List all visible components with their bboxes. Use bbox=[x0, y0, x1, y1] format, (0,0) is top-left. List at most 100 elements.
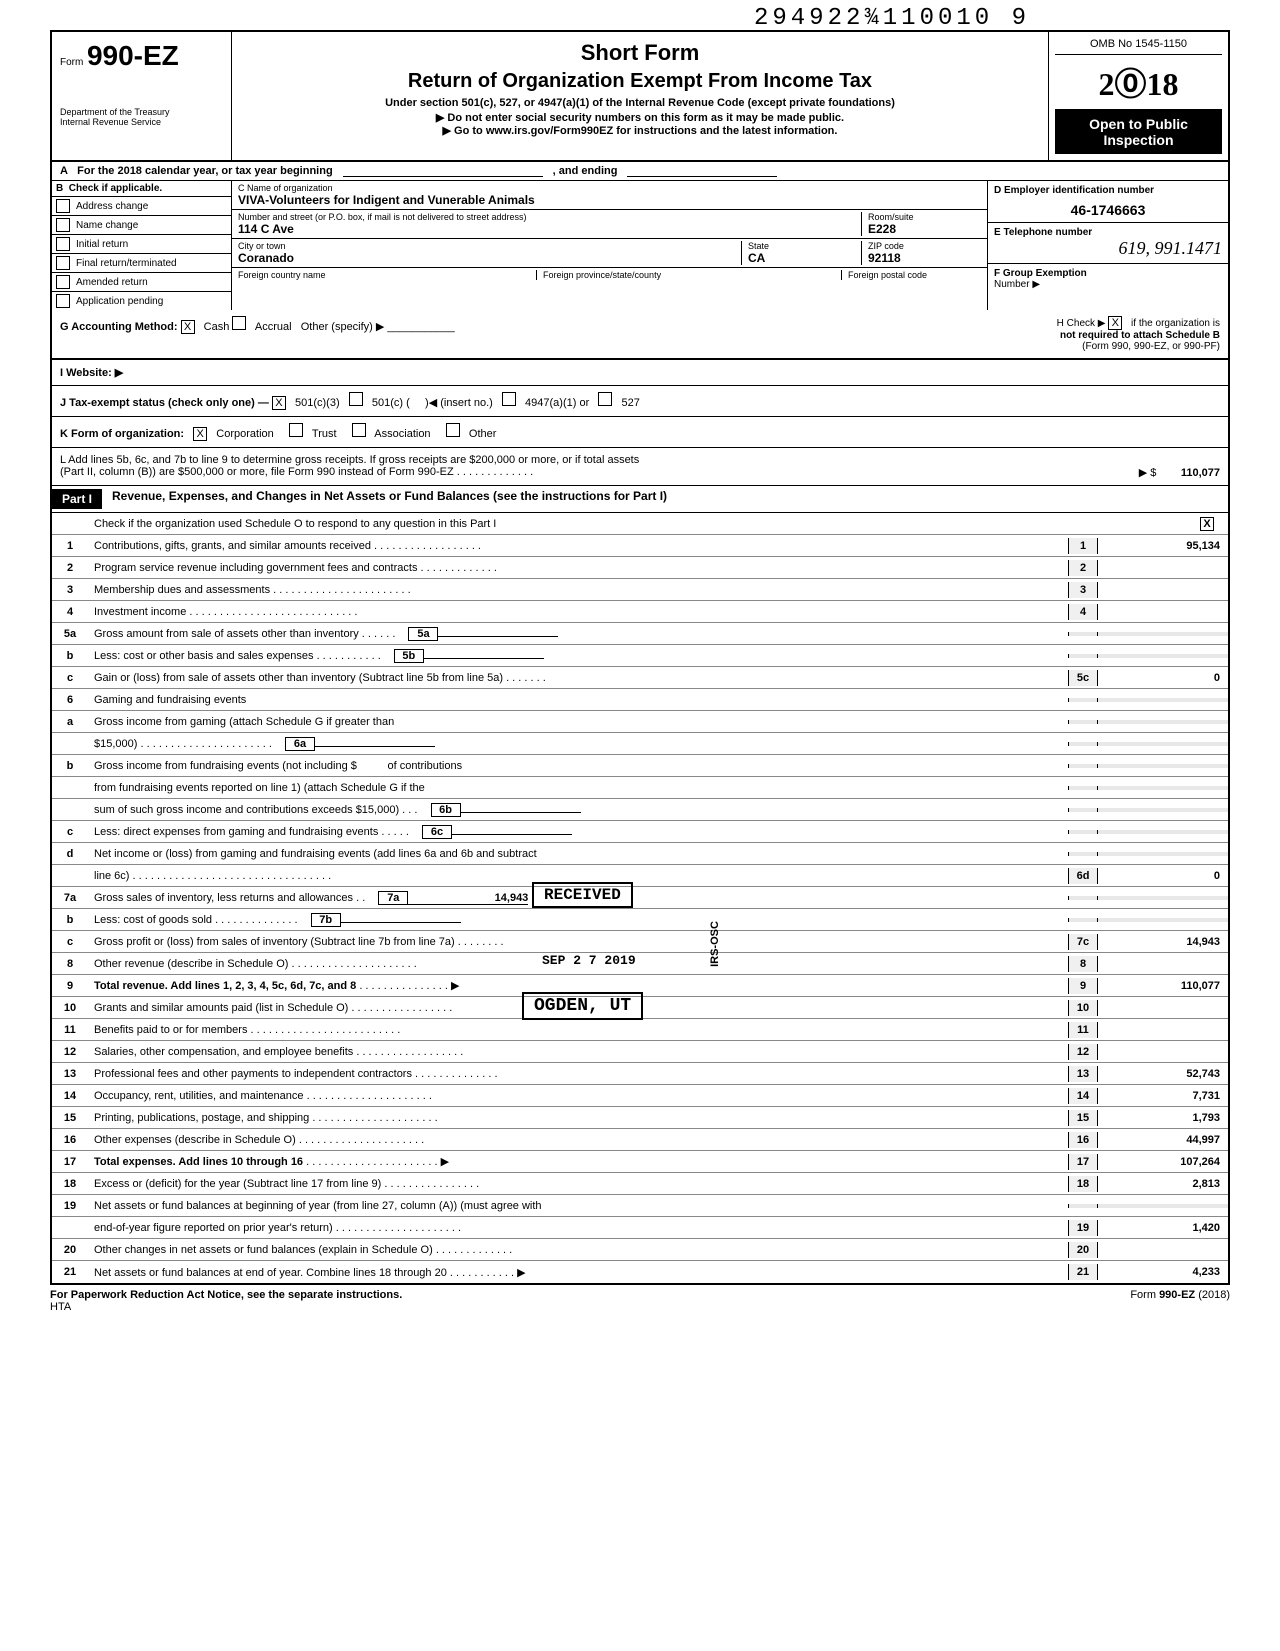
received-stamp: RECEIVED bbox=[532, 882, 633, 908]
schedule-o-checkbox[interactable]: X bbox=[1200, 517, 1214, 531]
line10-text: Grants and similar amounts paid (list in… bbox=[94, 1002, 348, 1014]
line20-text: Other changes in net assets or fund bala… bbox=[94, 1244, 433, 1256]
line13-text: Professional fees and other payments to … bbox=[94, 1068, 412, 1080]
section-j: J Tax-exempt status (check only one) — X… bbox=[52, 386, 1228, 417]
line6b-text2: of contributions bbox=[387, 760, 462, 772]
501c3-checkbox[interactable]: X bbox=[272, 396, 286, 410]
zip-value: 92118 bbox=[868, 251, 981, 265]
corp-checkbox[interactable]: X bbox=[193, 427, 207, 441]
state-value: CA bbox=[748, 251, 861, 265]
check-name[interactable]: Name change bbox=[52, 216, 231, 235]
cash-checkbox[interactable]: X bbox=[181, 320, 195, 334]
line5b-text: Less: cost or other basis and sales expe… bbox=[94, 650, 314, 662]
org-info: C Name of organization VIVA-Volunteers f… bbox=[232, 181, 988, 310]
fc-label: Foreign country name bbox=[238, 270, 536, 280]
org-name-label: C Name of organization bbox=[238, 183, 981, 193]
accrual-checkbox[interactable] bbox=[232, 316, 246, 330]
state-label: State bbox=[748, 241, 861, 251]
line7a-text: Gross sales of inventory, less returns a… bbox=[94, 892, 353, 904]
year-end-text: , and ending bbox=[553, 165, 618, 177]
501c-checkbox[interactable] bbox=[349, 392, 363, 406]
tel-label: E Telephone number bbox=[994, 227, 1222, 238]
line5c-text: Gain or (loss) from sale of assets other… bbox=[94, 672, 503, 684]
box6a: 6a bbox=[285, 737, 315, 751]
ein-label: D Employer identification number bbox=[994, 185, 1222, 196]
4947-checkbox[interactable] bbox=[502, 392, 516, 406]
tel-value: 619, 991.1471 bbox=[994, 238, 1222, 259]
fp-label: Foreign province/state/county bbox=[543, 270, 841, 280]
footer-left: For Paperwork Reduction Act Notice, see … bbox=[50, 1289, 402, 1301]
k-label: K Form of organization: bbox=[60, 428, 184, 440]
line6a-text2: $15,000) bbox=[94, 738, 137, 750]
j-opt4: 527 bbox=[621, 397, 639, 409]
chk-lbl-1: Name change bbox=[76, 220, 138, 231]
title-box: Short Form Return of Organization Exempt… bbox=[232, 32, 1048, 160]
dept-irs: Internal Revenue Service bbox=[60, 117, 223, 127]
form-number: 990-EZ bbox=[87, 40, 179, 71]
check-initial[interactable]: Initial return bbox=[52, 235, 231, 254]
line12-text: Salaries, other compensation, and employ… bbox=[94, 1046, 353, 1058]
box5b: 5b bbox=[394, 649, 424, 663]
j-label: J Tax-exempt status (check only one) — bbox=[60, 397, 269, 409]
line20-value bbox=[1098, 1248, 1228, 1252]
check-address[interactable]: Address change bbox=[52, 197, 231, 216]
line21-value: 4,233 bbox=[1098, 1264, 1228, 1280]
check-pending[interactable]: Application pending bbox=[52, 292, 231, 310]
box5a: 5a bbox=[408, 627, 438, 641]
k-trust: Trust bbox=[312, 428, 337, 440]
line6-text: Gaming and fundraising events bbox=[88, 692, 1068, 708]
right-box: OMB No 1545-1150 2⓪18 Open to Public Ins… bbox=[1048, 32, 1228, 160]
box7a: 7a bbox=[378, 891, 408, 905]
line15-value: 1,793 bbox=[1098, 1110, 1228, 1126]
city-value: Coranado bbox=[238, 251, 741, 265]
h-text2: if the organization is bbox=[1131, 318, 1220, 329]
schedule-b-checkbox[interactable]: X bbox=[1108, 316, 1122, 330]
street-value: 114 C Ave bbox=[238, 222, 861, 236]
footer-hta: HTA bbox=[50, 1301, 71, 1313]
line1-value: 95,134 bbox=[1098, 538, 1228, 554]
section-i: I Website: ▶ bbox=[52, 359, 1228, 386]
line13-value: 52,743 bbox=[1098, 1066, 1228, 1082]
line6b-text4: sum of such gross income and contributio… bbox=[94, 804, 399, 816]
k-other: Other bbox=[469, 428, 497, 440]
chk-lbl-4: Amended return bbox=[76, 277, 148, 288]
box7a-val: 14,943 bbox=[408, 892, 528, 905]
year-begin-text: For the 2018 calendar year, or tax year … bbox=[77, 165, 333, 177]
street-label: Number and street (or P.O. box, if mail … bbox=[238, 212, 861, 222]
open-public: Open to Public Inspection bbox=[1055, 110, 1222, 154]
line6b-text3: from fundraising events reported on line… bbox=[88, 780, 1068, 796]
other-lbl: Other (specify) bbox=[301, 321, 373, 333]
line16-value: 44,997 bbox=[1098, 1132, 1228, 1148]
line6a-text: Gross income from gaming (attach Schedul… bbox=[94, 716, 394, 728]
527-checkbox[interactable] bbox=[598, 392, 612, 406]
part1-title: Revenue, Expenses, and Changes in Net As… bbox=[102, 489, 667, 509]
line9-text: Total revenue. Add lines 1, 2, 3, 4, 5c,… bbox=[94, 980, 356, 992]
j-opt1: 501(c)(3) bbox=[295, 397, 340, 409]
line7c-value: 14,943 bbox=[1098, 934, 1228, 950]
j-opt3: 4947(a)(1) or bbox=[525, 397, 589, 409]
line11-value bbox=[1098, 1028, 1228, 1032]
j-opt2b: )◀ (insert no.) bbox=[425, 397, 493, 409]
trust-checkbox[interactable] bbox=[289, 423, 303, 437]
line6d-text: Net income or (loss) from gaming and fun… bbox=[88, 846, 1068, 862]
section-bcdef: B Check if applicable. Address change Na… bbox=[52, 181, 1228, 310]
check-final[interactable]: Final return/terminated bbox=[52, 254, 231, 273]
assoc-checkbox[interactable] bbox=[352, 423, 366, 437]
stamp-number: 294922¾110010 9 bbox=[754, 5, 1030, 32]
ein-column: D Employer identification number 46-1746… bbox=[988, 181, 1228, 310]
l-text1: L Add lines 5b, 6c, and 7b to line 9 to … bbox=[60, 454, 1220, 466]
line6d-text2: line 6c) bbox=[94, 870, 129, 882]
dept-treasury: Department of the Treasury bbox=[60, 107, 223, 117]
line8-value bbox=[1098, 962, 1228, 966]
check-amended[interactable]: Amended return bbox=[52, 273, 231, 292]
fpc-label: Foreign postal code bbox=[848, 270, 981, 280]
check-column: B Check if applicable. Address change Na… bbox=[52, 181, 232, 310]
group-label: F Group Exemption bbox=[994, 268, 1087, 279]
line12-value bbox=[1098, 1050, 1228, 1054]
line6c-text: Less: direct expenses from gaming and fu… bbox=[94, 826, 378, 838]
other-checkbox[interactable] bbox=[446, 423, 460, 437]
room-value: E228 bbox=[868, 222, 981, 236]
subtitle-1: Under section 501(c), 527, or 4947(a)(1)… bbox=[248, 97, 1032, 109]
k-assoc: Association bbox=[374, 428, 430, 440]
acct-label: G Accounting Method: bbox=[60, 321, 178, 333]
